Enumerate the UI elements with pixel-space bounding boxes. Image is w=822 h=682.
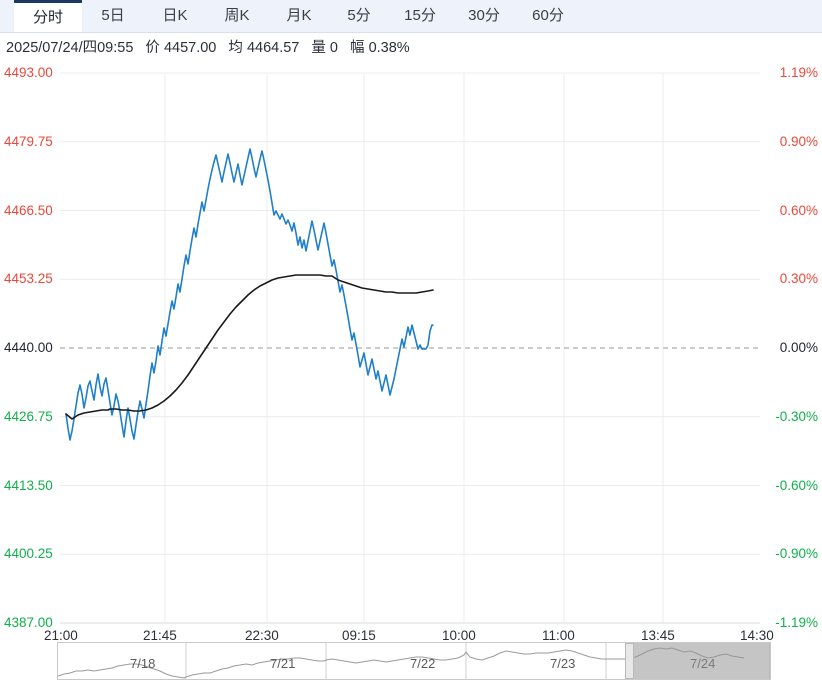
navigator-date-label: 7/22 (410, 656, 436, 671)
y-axis-left-tick: 4453.25 (4, 271, 53, 287)
navigator-date-label: 7/18 (130, 656, 156, 671)
navigator-date-label: 7/23 (550, 656, 576, 671)
series-line-average (65, 274, 434, 420)
intraday-chart[interactable]: 4493.00 4479.75 4466.50 4453.25 4440.00 4426.… (0, 63, 822, 642)
y-axis-right-tick: -0.90% (775, 546, 818, 562)
x-axis-tick: 21:00 (44, 628, 78, 643)
navigator-handle-left[interactable] (625, 643, 634, 679)
tab-1[interactable]: 5日 (101, 7, 125, 24)
tab-8[interactable]: 60分 (532, 7, 564, 24)
x-axis-tick: 21:45 (143, 628, 177, 643)
y-axis-left-tick: 4387.00 (4, 615, 53, 630)
average-label: 均 (228, 40, 243, 56)
navigator-selection[interactable] (634, 643, 769, 679)
x-axis-tick: 14:30 (740, 628, 774, 643)
y-axis-left-tick: 4466.50 (4, 202, 53, 218)
y-axis-left-tick: 4479.75 (4, 133, 53, 149)
period-tabbar: 分时 5日 日K 周K 月K 5分 15分 30分 60分 (0, 0, 822, 33)
y-axis-right-tick: 0.60% (779, 202, 818, 218)
tab-0[interactable]: 分时 (14, 0, 82, 32)
y-axis-left-tick: 4493.00 (4, 65, 53, 80)
x-axis-tick: 11:00 (542, 628, 575, 643)
y-axis-left-tick: 4426.75 (4, 408, 53, 424)
y-axis-left-tick: 4440.00 (4, 340, 53, 355)
tab-3[interactable]: 周K (224, 7, 250, 24)
average-value: 4464.57 (246, 40, 300, 56)
tab-2[interactable]: 日K (162, 7, 188, 24)
date-range-navigator[interactable]: 7/187/217/227/237/24 (0, 640, 822, 682)
navigator-handle-right[interactable] (769, 643, 770, 679)
y-axis-left-tick: 4400.25 (4, 546, 53, 562)
y-axis-right-tick: 0.90% (779, 133, 818, 149)
x-axis-tick: 22:30 (245, 628, 279, 643)
y-axis-right-tick: 0.30% (779, 271, 818, 287)
navigator-track[interactable]: 7/187/217/227/237/24 (57, 642, 771, 680)
quote-datetime: 2025/07/24/四09:55 (6, 40, 134, 56)
y-axis-right-tick: -1.19% (775, 615, 818, 630)
y-axis-right-tick: 1.19% (779, 65, 818, 80)
navigator-date-label: 7/21 (270, 656, 296, 671)
price-label: 价 (145, 40, 160, 56)
y-axis-right-tick: 0.00% (779, 340, 818, 355)
tab-5[interactable]: 5分 (347, 7, 371, 24)
volume-value: 0 (329, 40, 338, 56)
tab-7[interactable]: 30分 (468, 7, 500, 24)
y-axis-left-tick: 4413.50 (4, 477, 53, 493)
x-axis-tick: 13:45 (641, 628, 675, 643)
series-line-price (65, 148, 434, 441)
y-axis-right-tick: -0.60% (775, 477, 818, 493)
tab-4[interactable]: 月K (286, 7, 312, 24)
y-axis-right-tick: -0.30% (775, 408, 818, 424)
x-axis-tick: 09:15 (342, 628, 376, 643)
price-value: 4457.00 (163, 40, 217, 56)
amplitude-value: 0.38% (368, 40, 410, 56)
tab-6[interactable]: 15分 (404, 7, 436, 24)
x-axis-tick: 10:00 (442, 628, 476, 643)
amplitude-label: 幅 (350, 40, 365, 56)
chart-canvas[interactable] (0, 63, 822, 630)
volume-label: 量 (311, 40, 326, 56)
quote-infobar: 2025/07/24/四09:55 价 4457.00 均 4464.57 量 … (0, 33, 822, 63)
